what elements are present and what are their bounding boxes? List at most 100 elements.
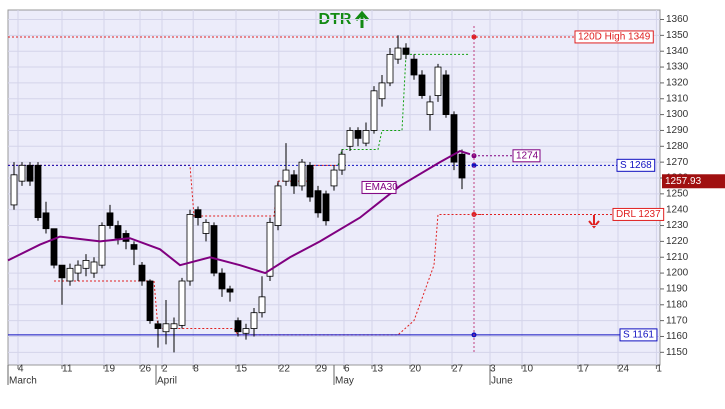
candle-body xyxy=(442,74,450,115)
candle-body xyxy=(90,261,98,274)
candle-body xyxy=(434,66,442,96)
y-tick-label: 1280 xyxy=(666,141,689,152)
candle-body xyxy=(362,130,370,144)
candle-body xyxy=(258,296,266,314)
candle-body xyxy=(370,90,378,131)
level-dot xyxy=(471,162,477,168)
level-box xyxy=(619,328,658,342)
y-tick-label: 1190 xyxy=(666,284,688,295)
candle-body xyxy=(282,169,290,182)
candle-body xyxy=(138,264,146,282)
candle-body xyxy=(250,312,258,329)
candle-body xyxy=(210,225,218,274)
candle-body xyxy=(290,174,298,187)
candle-body xyxy=(58,264,66,279)
candle-body xyxy=(314,190,322,214)
y-tick-label: 1240 xyxy=(666,204,689,215)
candle-body xyxy=(74,264,82,274)
y-tick-label: 1220 xyxy=(666,236,689,247)
x-tick-label: 29 xyxy=(316,364,328,375)
candle-body xyxy=(458,153,466,179)
x-tick-label: 15 xyxy=(236,364,248,375)
candle-body xyxy=(306,164,314,198)
month-label: March xyxy=(9,376,37,387)
level-label: S 1161 xyxy=(623,330,654,341)
x-tick-label: 24 xyxy=(618,364,630,375)
candle-body xyxy=(82,260,90,269)
ema-label: EMA30 xyxy=(365,182,398,193)
candle-body xyxy=(50,228,58,266)
candle-body xyxy=(330,169,338,187)
x-tick-label: 11 xyxy=(62,364,73,375)
y-tick-label: 1350 xyxy=(666,30,689,41)
level-label: DRL 1237 xyxy=(616,209,661,220)
candle-body xyxy=(18,164,26,182)
candle-body xyxy=(226,288,234,293)
y-tick-label: 1210 xyxy=(666,252,689,263)
x-tick-label: 22 xyxy=(279,364,291,375)
level-dot xyxy=(471,34,477,40)
candle-body xyxy=(322,193,330,222)
x-tick-label: 8 xyxy=(193,364,199,375)
stop-line xyxy=(54,213,482,336)
month-label: June xyxy=(491,376,513,387)
candle-body xyxy=(162,323,170,333)
last-price-box xyxy=(662,174,725,189)
candle-body xyxy=(274,185,282,226)
ema-line xyxy=(7,149,471,275)
y-tick-label: 1300 xyxy=(666,109,689,120)
candle-body xyxy=(394,47,402,60)
stop-line xyxy=(337,53,470,166)
candle-body xyxy=(42,212,50,230)
candle-body xyxy=(426,101,434,115)
candle-body xyxy=(154,323,162,329)
y-tick-label: 1160 xyxy=(666,331,688,342)
candle-body xyxy=(402,47,410,55)
x-tick-label: 20 xyxy=(410,364,422,375)
candle-body xyxy=(354,130,362,139)
x-tick-label: 2 xyxy=(162,364,168,375)
x-tick-label: 6 xyxy=(344,364,350,375)
y-tick-label: 1170 xyxy=(666,315,688,326)
candle-body xyxy=(10,174,18,206)
y-tick-label: 1230 xyxy=(666,220,689,231)
month-label: April xyxy=(157,376,177,387)
candle-body xyxy=(242,328,250,334)
x-tick-label: 13 xyxy=(372,364,384,375)
candle-body xyxy=(66,267,74,282)
x-tick-label: 3 xyxy=(490,364,496,375)
last-price-label: 1257.93 xyxy=(665,176,702,187)
y-tick-label: 1340 xyxy=(666,46,689,57)
month-label: May xyxy=(335,376,354,387)
level-label: S 1268 xyxy=(620,160,652,171)
y-tick-label: 1290 xyxy=(666,125,689,136)
candle-body xyxy=(202,221,210,234)
level-box xyxy=(612,207,665,221)
candle-body xyxy=(194,209,202,219)
candle-body xyxy=(130,244,138,250)
up-arrow xyxy=(354,10,370,28)
candle-body xyxy=(450,114,458,163)
candle-body xyxy=(234,320,242,333)
candle-body xyxy=(106,212,114,226)
y-tick-label: 1270 xyxy=(666,157,689,168)
level-box xyxy=(574,30,654,44)
candle-body xyxy=(114,225,122,239)
x-tick-label: 26 xyxy=(140,364,152,375)
candle-body xyxy=(26,164,34,182)
candle-body xyxy=(218,272,226,290)
candle-body xyxy=(98,225,106,266)
candle-body xyxy=(170,323,178,329)
y-tick-label: 1360 xyxy=(666,14,689,25)
x-tick-label: 4 xyxy=(18,364,24,375)
candle-body xyxy=(338,153,346,171)
candle-body xyxy=(186,214,194,282)
candle-body xyxy=(178,280,186,326)
candle-body xyxy=(34,164,42,219)
y-tick-label: 1250 xyxy=(666,188,689,199)
candle-body xyxy=(410,58,418,76)
y-tick-label: 1150 xyxy=(666,347,688,358)
ema-label-box xyxy=(361,180,397,194)
